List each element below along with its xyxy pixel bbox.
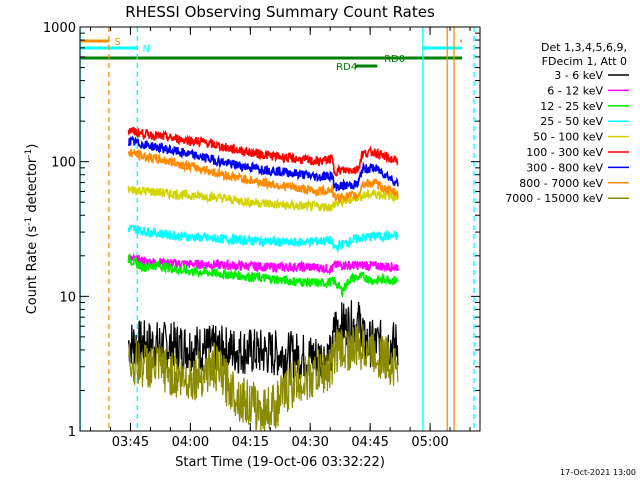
x-axis-label: Start Time (19-Oct-06 03:32:22) [175, 455, 385, 470]
legend-entry-8: 7000 - 15000 keV [505, 192, 603, 205]
x-tick-label-4: 04:45 [351, 435, 388, 450]
legend-entry-1: 6 - 12 keV [547, 84, 603, 97]
series-line-5 [127, 126, 399, 177]
chart-title: RHESSI Observing Summary Count Rates [125, 3, 435, 21]
flag-label-n: N [142, 44, 149, 55]
x-tick-label-1: 04:00 [172, 435, 209, 450]
legend-header-1: FDecim 1, Att 0 [542, 55, 627, 68]
legend-entry-3: 25 - 50 keV [540, 115, 603, 128]
y-tick-label-1: 10 [59, 290, 76, 305]
series-line-8 [127, 323, 399, 432]
y-tick-label-3: 1000 [43, 21, 76, 36]
plot-frame [79, 26, 481, 432]
series-line-1 [127, 252, 399, 276]
legend-entry-4: 50 - 100 keV [533, 131, 603, 144]
x-tick-label-2: 04:15 [232, 435, 269, 450]
series-line-3 [127, 224, 399, 254]
legend-entry-0: 3 - 6 keV [554, 69, 603, 82]
flag-label-rd4: RD4 [336, 62, 357, 73]
legend-entry-5: 100 - 300 keV [526, 146, 603, 159]
series-line-7 [127, 148, 399, 204]
y-axis-label-part: Count Rate (s [25, 226, 40, 315]
x-tick-label-0: 03:45 [112, 435, 149, 450]
flag-label-s: S [114, 37, 120, 48]
series-line-2 [127, 252, 399, 299]
y-axis-label-part: detector [25, 157, 40, 217]
y-axis-label-part: -1 [24, 217, 34, 226]
y-axis-label: Count Rate (s-1 detector-1) [24, 144, 40, 315]
y-tick-label-2: 100 [51, 156, 76, 171]
legend-header-0: Det 1,3,4,5,6,9, [541, 41, 627, 54]
legend-entry-7: 800 - 7000 keV [519, 177, 603, 190]
footer-timestamp: 17-Oct-2021 13:00 [560, 468, 636, 477]
y-axis-label-part: ) [25, 144, 40, 149]
x-tick-label-5: 05:00 [411, 435, 448, 450]
series-line-4 [127, 185, 399, 213]
y-tick-label-0: 1 [68, 425, 76, 440]
flag-label-rd0: RD0 [384, 54, 405, 65]
y-axis-label-part: -1 [24, 149, 34, 158]
legend-entry-2: 12 - 25 keV [540, 100, 603, 113]
legend-entry-6: 300 - 800 keV [526, 161, 603, 174]
series-line-6 [127, 135, 399, 192]
x-tick-label-3: 04:30 [291, 435, 328, 450]
